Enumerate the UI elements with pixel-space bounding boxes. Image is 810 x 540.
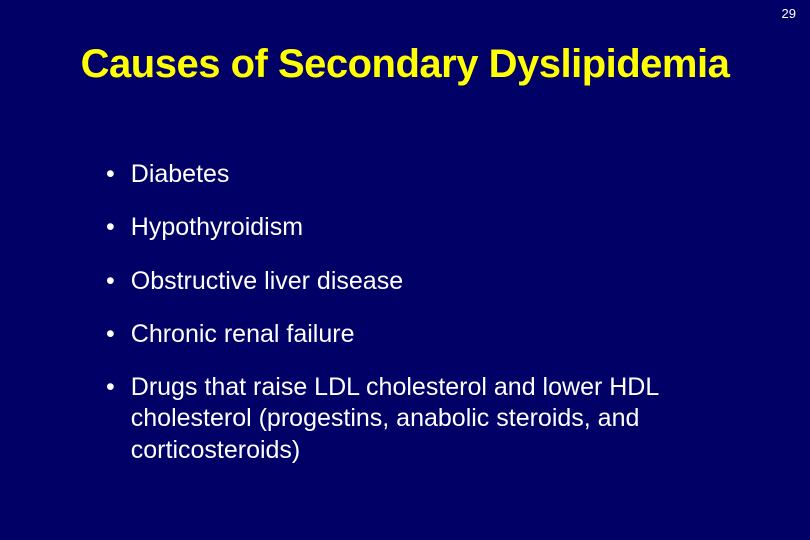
list-item: • Drugs that raise LDL cholesterol and l… xyxy=(106,372,740,466)
bullet-text: Obstructive liver disease xyxy=(131,266,740,297)
bullet-icon: • xyxy=(106,212,115,243)
bullet-text: Diabetes xyxy=(131,159,740,190)
list-item: • Diabetes xyxy=(106,159,740,190)
bullet-icon: • xyxy=(106,159,115,190)
list-item: • Obstructive liver disease xyxy=(106,266,740,297)
bullet-text: Chronic renal failure xyxy=(131,319,740,350)
bullet-text: Hypothyroidism xyxy=(131,212,740,243)
page-number: 29 xyxy=(782,6,796,21)
bullet-icon: • xyxy=(106,266,115,297)
bullet-text: Drugs that raise LDL cholesterol and low… xyxy=(131,372,740,466)
bullet-icon: • xyxy=(106,372,115,403)
bullet-list: • Diabetes • Hypothyroidism • Obstructiv… xyxy=(0,87,810,466)
bullet-icon: • xyxy=(106,319,115,350)
slide-title: Causes of Secondary Dyslipidemia xyxy=(0,0,810,87)
list-item: • Chronic renal failure xyxy=(106,319,740,350)
list-item: • Hypothyroidism xyxy=(106,212,740,243)
